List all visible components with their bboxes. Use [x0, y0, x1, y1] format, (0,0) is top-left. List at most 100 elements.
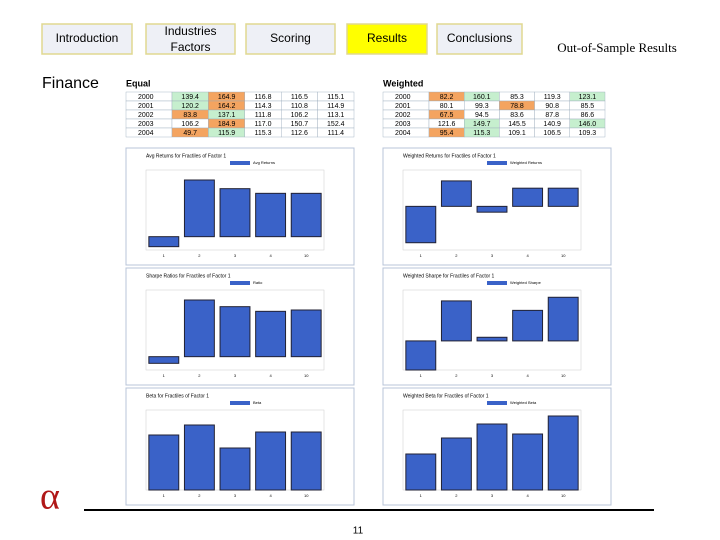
- table-cell-text: 116.8: [255, 94, 272, 101]
- x-tick-label: 10: [304, 493, 309, 498]
- bar: [512, 187, 544, 207]
- table-cell-text: 78.8: [510, 103, 524, 110]
- nav-button[interactable]: [436, 23, 523, 55]
- table-cell-text: 80.1: [440, 103, 454, 110]
- table-cell-text: 119.3: [544, 94, 561, 101]
- bar: [290, 431, 322, 491]
- x-tick-label: 2: [198, 253, 201, 258]
- x-tick-label: 3: [491, 493, 494, 498]
- bar: [219, 306, 251, 358]
- table-cell-text: 2002: [395, 112, 411, 119]
- table-label: Weighted: [383, 78, 423, 88]
- table-cell-text: 87.8: [545, 112, 559, 119]
- table-cell-text: 150.7: [291, 121, 309, 128]
- nav-label: Industries Factors: [164, 24, 216, 54]
- x-tick-label: 10: [561, 493, 566, 498]
- table-cell-text: 2004: [395, 130, 411, 137]
- table-cell-text: 116.5: [291, 94, 308, 101]
- legend-swatch: [230, 281, 250, 285]
- x-tick-label: 3: [491, 253, 494, 258]
- table-cell-text: 112.6: [291, 130, 308, 137]
- bar: [547, 187, 579, 207]
- legend-label: Beta: [253, 400, 262, 405]
- bar: [148, 236, 180, 248]
- table-cell-text: 106.2: [181, 121, 199, 128]
- bar: [405, 205, 437, 244]
- table-cell-text: 86.6: [581, 112, 595, 119]
- bar: [512, 309, 544, 342]
- legend-swatch: [487, 401, 507, 405]
- table-cell-text: 114.9: [327, 103, 344, 110]
- table-cell-text: 83.6: [510, 112, 524, 119]
- table-cell-text: 184.9: [218, 121, 236, 128]
- bar: [512, 433, 544, 491]
- table-cell-text: 164.9: [218, 94, 236, 101]
- table-cell-text: 145.5: [508, 121, 526, 128]
- table-cell: [317, 127, 355, 138]
- bar: [476, 336, 508, 342]
- table-cell-text: 85.3: [510, 94, 524, 101]
- bar: [440, 300, 472, 342]
- table-cell: [569, 127, 606, 138]
- nav-button[interactable]: [245, 23, 336, 55]
- nav-label: Results: [367, 31, 407, 45]
- nav-label: Introduction: [56, 31, 119, 45]
- x-tick-label: 10: [561, 373, 566, 378]
- x-tick-label: 4: [269, 373, 272, 378]
- table-cell-text: 115.3: [473, 130, 490, 137]
- legend-label: Weighted Beta: [510, 400, 537, 405]
- x-tick-label: 1: [163, 493, 166, 498]
- nav-button[interactable]: [145, 23, 236, 55]
- x-tick-label: 2: [198, 493, 201, 498]
- x-tick-label: 3: [234, 493, 237, 498]
- chart-title: Weighted Sharpe for Fractiles of Factor …: [403, 273, 495, 279]
- chart-title: Sharpe Ratios for Fractiles of Factor 1: [146, 273, 231, 279]
- x-tick-label: 1: [163, 253, 166, 258]
- table-cell-text: 140.9: [543, 121, 561, 128]
- bar: [547, 296, 579, 342]
- bar: [440, 437, 472, 491]
- x-tick-label: 10: [304, 253, 309, 258]
- x-tick-label: 2: [455, 373, 458, 378]
- x-tick-label: 4: [526, 373, 529, 378]
- nav-button[interactable]: [41, 23, 133, 55]
- page-title: Out-of-Sample Results: [557, 40, 677, 55]
- bar: [405, 453, 437, 491]
- table-cell-text: 82.2: [440, 94, 454, 101]
- x-tick-label: 10: [561, 253, 566, 258]
- table-cell-text: 67.5: [440, 112, 454, 119]
- legend-swatch: [487, 161, 507, 165]
- x-tick-label: 4: [269, 253, 272, 258]
- legend-label: Weighted Sharpe: [510, 280, 542, 285]
- table-cell-text: 113.1: [327, 112, 344, 119]
- nav-label: Scoring: [270, 31, 311, 45]
- x-tick-label: 10: [304, 373, 309, 378]
- bar: [255, 192, 287, 238]
- bar: [290, 309, 322, 358]
- table-cell-text: 152.4: [327, 121, 345, 128]
- bar: [440, 180, 472, 207]
- table-cell-text: 111.4: [328, 130, 345, 137]
- table-cell-text: 90.8: [545, 103, 559, 110]
- table-cell-text: 115.1: [327, 94, 344, 101]
- bar: [219, 188, 251, 238]
- nav-button[interactable]: [346, 23, 428, 55]
- legend-label: Avg Returns: [253, 160, 275, 165]
- table-cell-text: 109.1: [508, 130, 526, 137]
- table-cell-text: 2003: [395, 121, 411, 128]
- logo: α: [40, 476, 60, 518]
- chart-title: Weighted Returns for Fractiles of Factor…: [403, 153, 496, 159]
- table-cell-text: 123.1: [579, 94, 597, 101]
- table-label: Equal: [126, 78, 151, 88]
- table-cell-text: 2004: [138, 130, 154, 137]
- table-cell-text: 121.6: [438, 121, 456, 128]
- bar: [148, 356, 180, 364]
- x-tick-label: 1: [420, 253, 423, 258]
- legend-swatch: [487, 281, 507, 285]
- bar: [290, 192, 322, 238]
- x-tick-label: 2: [198, 373, 201, 378]
- chart-title: Beta for Fractiles of Factor 1: [146, 393, 209, 399]
- table-cell-text: 85.5: [581, 103, 595, 110]
- table-cell-text: 139.4: [181, 94, 199, 101]
